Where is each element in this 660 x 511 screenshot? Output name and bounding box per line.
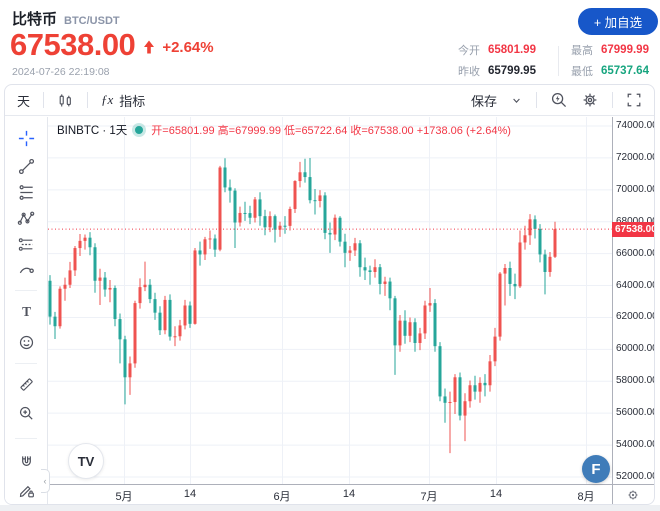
symbol-pair: BTC/USDT [64, 15, 120, 27]
measure-ruler-tool[interactable] [12, 371, 40, 397]
drawing-toolbar: T [5, 117, 47, 504]
stat-label: 昨收 [458, 66, 480, 78]
floating-f-button[interactable]: F [582, 455, 610, 483]
axis-gear-icon[interactable] [623, 486, 643, 504]
candlestick-chart[interactable] [5, 117, 654, 505]
fullscreen-icon[interactable] [626, 92, 642, 108]
time-axis-label: 8月 [577, 491, 595, 503]
timestamp: 2024-07-26 22:19:08 [12, 66, 110, 78]
time-axis-label: 6月 [273, 491, 291, 503]
price-axis-label: 70000.00 [616, 183, 655, 195]
stat-value: 65799.95 [488, 65, 536, 77]
up-arrow-icon [144, 40, 155, 54]
stat-label: 最低 [571, 66, 593, 78]
header: 比特币 BTC/USDT 67538.00 +2.64% 2024-07-26 … [0, 0, 660, 84]
emoji-tool[interactable] [12, 329, 40, 355]
magnet-tool[interactable] [12, 449, 40, 475]
zoom-in-tool[interactable] [12, 400, 40, 426]
time-axis-label: 14 [342, 488, 356, 500]
stat-low: 最低 65737.64 [571, 63, 659, 79]
time-axis-label: 7月 [420, 491, 438, 503]
time-axis-label: 5月 [115, 491, 133, 503]
stats-panel: 今开 65801.99 昨收 65799.95 最高 67999.99 最低 6… [458, 42, 659, 79]
toolbar-divider [536, 92, 537, 108]
toolbar-divider [15, 363, 37, 364]
price-axis-label: 62000.00 [616, 311, 655, 323]
fx-icon: ƒx [101, 92, 114, 107]
stat-label: 最高 [571, 45, 593, 57]
long-position-tool[interactable] [12, 231, 40, 257]
indicators-button[interactable]: ƒx 指标 [101, 91, 145, 110]
stat-value: 65737.64 [601, 65, 649, 77]
chart-area: BINBTC · 1天 开=65801.99 高=67999.99 低=6572… [5, 117, 655, 505]
price-axis-label: 68000.00 [616, 216, 654, 227]
stat-value: 67999.99 [601, 44, 649, 56]
svg-text:T: T [22, 303, 31, 318]
time-axis-label: 14 [489, 488, 503, 500]
price-axis-label: 56000.00 [616, 407, 655, 419]
interval-button[interactable]: 天 [17, 93, 31, 109]
settings-gear-icon[interactable] [581, 91, 599, 109]
price-axis-label: 54000.00 [616, 439, 655, 451]
symbol-name: 比特币 [12, 11, 58, 28]
toolbar-divider [612, 92, 613, 108]
market-status-dot [135, 126, 144, 134]
toolbar-divider [15, 438, 37, 439]
chart-toolbar: 天 ƒx 指标 保存 [5, 85, 654, 116]
stat-label: 今开 [458, 45, 480, 57]
stat-prev-close: 昨收 65799.95 [458, 63, 546, 79]
price-axis-label: 58000.00 [616, 375, 655, 387]
price-axis-label: 60000.00 [616, 343, 655, 355]
price-axis-label: 74000.00 [616, 120, 655, 131]
save-button[interactable]: 保存 [470, 93, 497, 109]
xabcd-pattern-tool[interactable] [12, 205, 40, 231]
stats-divider [558, 45, 559, 76]
text-tool[interactable]: T [12, 298, 40, 324]
chevron-down-icon[interactable] [510, 94, 523, 107]
trend-line-tool[interactable] [12, 153, 40, 179]
page-background-strip [0, 505, 660, 511]
stat-today-open: 今开 65801.99 [458, 42, 546, 58]
price-row: 67538.00 +2.64% [10, 27, 214, 63]
time-axis-label: 14 [183, 488, 197, 500]
add-watchlist-button[interactable]: + 加自选 [578, 8, 658, 35]
toolbar-divider [15, 290, 37, 291]
price-axis-label: 52000.00 [616, 471, 655, 482]
tradingview-logo[interactable]: TV [68, 443, 104, 479]
price-axis-label: 72000.00 [616, 151, 655, 163]
stat-high: 最高 67999.99 [571, 42, 659, 58]
ohlc-values: 开=65801.99 高=67999.99 低=65722.64 收=67538… [151, 125, 511, 137]
change-percent: +2.64% [162, 38, 214, 56]
brush-tool[interactable] [12, 256, 40, 282]
indicators-label: 指标 [119, 93, 146, 109]
chart-widget: 天 ƒx 指标 保存 [4, 84, 655, 505]
toolbar-divider [87, 92, 89, 108]
sidebar-collapse-handle[interactable]: ‹ [41, 469, 50, 493]
stat-value: 65801.99 [488, 44, 536, 56]
symbol-row: 比特币 BTC/USDT [12, 8, 120, 29]
series-title[interactable]: BINBTC · 1天 [57, 125, 128, 137]
last-price: 67538.00 [10, 27, 136, 62]
price-axis-label: 64000.00 [616, 279, 655, 291]
horizontal-lines-tool[interactable] [12, 179, 40, 205]
chart-legend: BINBTC · 1天 开=65801.99 高=67999.99 低=6572… [57, 122, 511, 138]
toolbar-divider [43, 92, 45, 108]
current-price-tag: 67538.00 [612, 221, 654, 237]
crosshair-tool[interactable] [12, 125, 40, 151]
candlestick-style-icon[interactable] [57, 92, 74, 109]
price-axis-label: 66000.00 [616, 247, 655, 259]
lock-drawings-tool[interactable] [12, 477, 40, 503]
flash-search-icon[interactable] [550, 91, 568, 109]
